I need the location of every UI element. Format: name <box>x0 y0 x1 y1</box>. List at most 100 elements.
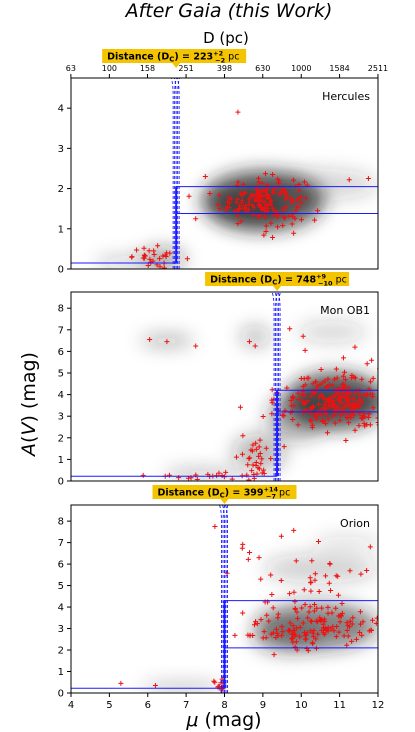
y-tick-label: 4 <box>58 390 64 401</box>
density-map <box>140 535 378 693</box>
data-point <box>347 390 353 396</box>
data-point <box>253 446 259 452</box>
density-blob <box>232 433 286 473</box>
data-point <box>308 628 314 634</box>
data-point <box>287 591 293 597</box>
data-point <box>266 196 272 202</box>
data-point <box>300 620 306 626</box>
data-point <box>239 451 245 457</box>
data-point <box>308 588 314 594</box>
distance-badge: Distance (DC) = 223+2 −2 pc <box>102 49 247 68</box>
data-point <box>295 390 301 396</box>
panel-mon-ob1: 0 1 2 3 4 5 6 7 8 Mon OB1 Distance (DC) = 748+9 −10… <box>58 272 398 488</box>
data-point <box>273 634 279 640</box>
data-point <box>357 396 363 402</box>
data-point <box>349 372 355 378</box>
data-point <box>228 196 234 202</box>
data-point <box>256 194 262 200</box>
data-point <box>236 206 242 212</box>
data-point <box>321 418 327 424</box>
data-point <box>306 609 312 615</box>
distance-pdf-trace <box>222 505 225 693</box>
data-point <box>279 624 285 630</box>
x-tick-label: 5 <box>106 700 112 711</box>
data-point <box>270 605 276 611</box>
data-point <box>226 204 232 210</box>
data-point <box>279 188 285 194</box>
data-point <box>323 411 329 417</box>
data-point <box>233 454 239 460</box>
data-point <box>301 179 307 185</box>
data-point <box>349 638 355 644</box>
data-point <box>263 445 269 451</box>
x-tick-label: 11 <box>333 700 346 711</box>
data-point <box>307 604 313 610</box>
data-point <box>235 179 241 185</box>
x-tick-label: 6 <box>145 700 151 711</box>
density-blob <box>312 535 378 551</box>
data-point <box>333 366 339 372</box>
data-point <box>270 189 276 195</box>
badge-pointer <box>273 286 282 291</box>
x-tick-label: 7 <box>183 700 189 711</box>
cloud-label: Hercules <box>322 90 370 103</box>
data-point <box>268 572 274 578</box>
data-point <box>194 477 200 481</box>
data-point <box>256 453 262 459</box>
data-point <box>325 376 331 382</box>
model-lines <box>71 505 378 693</box>
top-tick-label: 251 <box>178 64 193 73</box>
data-point <box>261 629 267 635</box>
data-point <box>286 628 292 634</box>
data-point <box>268 456 274 462</box>
data-point <box>262 207 268 213</box>
data-point <box>312 602 318 608</box>
data-point <box>164 339 170 345</box>
distance-pdf <box>170 78 181 269</box>
distance-pdf <box>271 292 281 481</box>
data-point <box>134 247 140 253</box>
data-point <box>253 194 259 200</box>
data-point <box>315 631 321 637</box>
data-point <box>308 580 314 586</box>
data-point <box>347 624 353 630</box>
data-point <box>332 376 338 382</box>
data-point <box>251 622 257 628</box>
data-point <box>359 415 365 421</box>
y-tick-label: 4 <box>58 603 64 614</box>
data-point <box>300 399 306 405</box>
data-point <box>330 402 336 408</box>
data-point <box>393 403 398 408</box>
data-point <box>244 472 250 478</box>
data-point <box>376 424 378 426</box>
data-point <box>327 399 333 405</box>
data-point <box>313 416 319 422</box>
top-axis-label: D (pc) <box>203 29 249 47</box>
y-tick-label: 8 <box>58 304 64 315</box>
badge-pointer <box>172 63 181 68</box>
data-point <box>302 601 308 607</box>
top-axis: 63 100 158 251 398 630 1000 1584 2511 <box>66 64 388 78</box>
data-point <box>340 373 346 379</box>
data-point <box>184 256 190 262</box>
data-point <box>350 615 356 621</box>
data-point <box>242 203 248 209</box>
data-point <box>323 400 329 406</box>
data-point <box>251 475 257 481</box>
data-point <box>379 414 384 419</box>
data-point <box>379 596 384 601</box>
data-point <box>232 632 238 638</box>
data-point <box>390 623 395 628</box>
y-tick-label: 2 <box>58 433 64 444</box>
data-point <box>226 195 232 201</box>
data-point <box>309 558 315 564</box>
data-point <box>257 450 263 456</box>
data-point <box>377 379 378 381</box>
data-point <box>282 215 288 221</box>
y-axis-label: A(V) (mag) <box>18 352 40 458</box>
model-lines <box>71 292 378 481</box>
data-point <box>356 423 362 429</box>
y-tick-label: 6 <box>58 347 64 358</box>
